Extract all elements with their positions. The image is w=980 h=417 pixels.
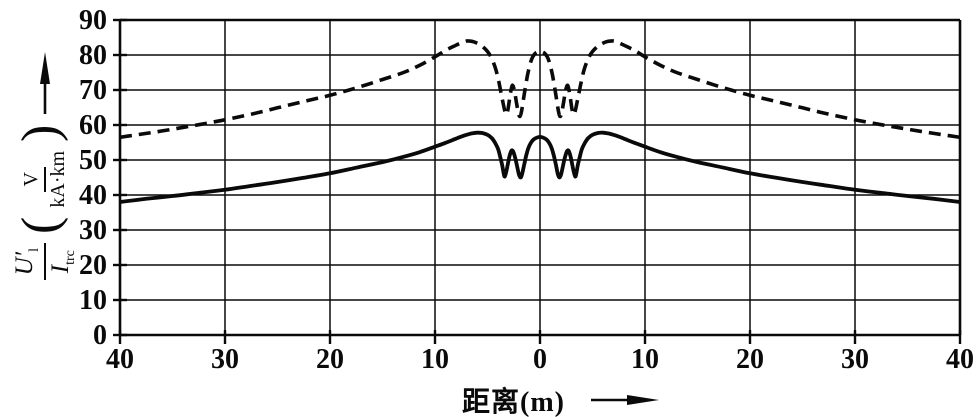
grid bbox=[118, 18, 962, 337]
x-axis-label-group: 距离(m) bbox=[462, 380, 661, 417]
unit-numerator: V bbox=[20, 167, 46, 192]
curves bbox=[119, 39, 961, 204]
close-paren: ) bbox=[11, 124, 69, 142]
x-tick-label: 40 bbox=[946, 344, 974, 375]
unit-denominator: kA·km bbox=[47, 150, 69, 208]
axis-ticks bbox=[113, 18, 962, 344]
x-tick-label: 40 bbox=[106, 344, 134, 375]
y-axis-arrow-icon bbox=[40, 51, 50, 114]
y-tick-label: 40 bbox=[79, 180, 107, 211]
x-tick-label: 10 bbox=[421, 344, 449, 375]
y-tick-label: 80 bbox=[79, 40, 107, 71]
y-tick-labels: 0 10 20 30 40 50 60 70 80 90 bbox=[79, 5, 107, 351]
lower-solid-curve bbox=[119, 130, 961, 204]
x-tick-label: 20 bbox=[316, 344, 344, 375]
x-axis-arrow-icon bbox=[590, 395, 659, 405]
x-tick-label: 30 bbox=[211, 344, 239, 375]
y-axis-label: U′l Itrc ( V kA·km ) bbox=[0, 15, 90, 315]
y-axis-quantity-fraction: U′l Itrc bbox=[11, 242, 78, 281]
x-tick-label: 0 bbox=[533, 344, 547, 375]
y-axis-unit-fraction: V kA·km bbox=[20, 150, 69, 208]
open-paren: ( bbox=[11, 216, 69, 234]
x-tick-labels: 40 30 20 10 0 10 20 30 40 bbox=[106, 344, 974, 375]
y-tick-label: 20 bbox=[79, 250, 107, 281]
y-tick-label: 50 bbox=[79, 145, 107, 176]
denominator-symbol: I bbox=[47, 264, 74, 274]
x-axis-label: 距离(m) bbox=[462, 387, 565, 417]
y-quantity-denominator: Itrc bbox=[46, 250, 78, 273]
x-tick-label: 10 bbox=[631, 344, 659, 375]
y-tick-label: 90 bbox=[79, 5, 107, 36]
numerator-subscript: l bbox=[27, 247, 42, 252]
y-tick-label: 10 bbox=[79, 285, 107, 316]
x-tick-label: 20 bbox=[736, 344, 764, 375]
denominator-subscript: trc bbox=[63, 250, 78, 265]
x-tick-label: 30 bbox=[841, 344, 869, 375]
y-quantity-numerator: U′l bbox=[11, 242, 46, 281]
y-tick-label: 60 bbox=[79, 110, 107, 141]
y-tick-label: 70 bbox=[79, 75, 107, 106]
y-tick-label: 0 bbox=[93, 320, 107, 351]
numerator-symbol: U′ bbox=[11, 251, 38, 276]
y-tick-label: 30 bbox=[79, 215, 107, 246]
